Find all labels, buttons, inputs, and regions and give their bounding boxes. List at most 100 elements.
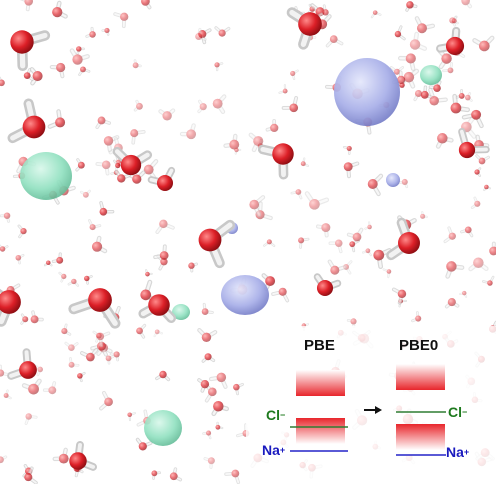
water-molecule: [0, 455, 8, 464]
water-molecule: [470, 196, 481, 209]
water-molecule: [215, 421, 224, 430]
water-molecule-near: [68, 288, 121, 329]
water-molecule: [92, 330, 102, 343]
water-molecule: [413, 89, 427, 102]
water-molecule: [389, 66, 404, 75]
water-molecule-near: [7, 98, 46, 144]
water-molecule: [29, 67, 43, 86]
water-molecule: [3, 389, 12, 400]
water-molecule-near: [112, 146, 153, 176]
water-molecule: [300, 157, 310, 168]
water-molecule: [346, 227, 364, 242]
water-molecule: [475, 154, 490, 165]
water-molecule: [428, 80, 442, 92]
water-molecule: [169, 467, 183, 482]
water-molecule: [44, 260, 53, 267]
water-molecule: [223, 133, 240, 150]
water-molecule: [249, 195, 266, 218]
water-molecule: [99, 201, 115, 216]
water-molecule: [263, 239, 276, 248]
water-molecule: [69, 48, 90, 65]
water-molecule: [271, 287, 290, 303]
water-molecule: [101, 27, 110, 36]
water-molecule: [298, 237, 310, 249]
water-molecule-near: [257, 143, 294, 180]
water-molecule: [85, 26, 96, 38]
band-diagram-inset: [246, 326, 496, 484]
water-molecule: [203, 457, 215, 469]
water-molecule: [76, 46, 85, 55]
water-molecule: [143, 159, 159, 182]
water-molecule: [325, 35, 344, 48]
ion-isosurfaces: [20, 58, 442, 446]
water-molecule: [201, 302, 214, 315]
water-molecule: [468, 257, 489, 272]
water-molecule: [34, 364, 43, 377]
water-molecule: [455, 89, 465, 99]
water-molecule: [382, 268, 392, 279]
water-molecule: [445, 261, 465, 279]
water-molecule: [318, 4, 329, 17]
water-molecule: [155, 370, 171, 382]
water-molecule: [58, 271, 67, 283]
right-arrow-icon: [364, 406, 382, 414]
water-molecule: [482, 275, 495, 286]
water-molecule: [472, 35, 495, 52]
water-molecule: [158, 108, 176, 121]
water-molecule: [153, 244, 169, 260]
water-molecule: [414, 16, 436, 34]
water-molecule: [327, 259, 347, 275]
water-molecule: [20, 313, 29, 325]
pbe-occupied-band: [296, 418, 345, 444]
water-molecule: [130, 129, 146, 145]
water-molecule: [90, 341, 108, 357]
water-molecule: [95, 160, 111, 176]
water-molecule: [281, 96, 299, 113]
water-molecule: [398, 178, 409, 189]
water-molecule: [0, 76, 5, 87]
water-molecule: [211, 401, 230, 417]
water-molecule: [346, 318, 357, 329]
water-molecule: [451, 15, 459, 25]
water-molecule: [328, 239, 343, 254]
water-molecule: [141, 0, 152, 10]
pbe0-occupied-band: [396, 424, 445, 450]
water-molecule: [17, 224, 27, 239]
water-molecule: [52, 0, 68, 19]
water-molecule: [290, 69, 299, 80]
water-molecule: [88, 219, 102, 231]
water-molecule: [109, 351, 120, 362]
water-molecule: [49, 62, 66, 79]
water-molecule: [78, 66, 91, 77]
pbe-chloride-symbol: Cl: [266, 407, 280, 423]
water-molecule: [197, 378, 210, 393]
pbe-sodium-charge: +: [279, 445, 286, 455]
water-molecule: [42, 381, 57, 395]
water-molecule: [47, 109, 66, 129]
pbe0-sodium-symbol: Na: [446, 444, 464, 460]
water-molecule: [403, 68, 420, 89]
water-molecule: [202, 430, 212, 440]
water-molecule: [84, 275, 93, 285]
water-molecule: [195, 27, 207, 41]
pbe0-chloride-charge: −: [462, 407, 468, 417]
water-molecule: [315, 223, 331, 238]
water-molecule: [212, 94, 227, 114]
water-molecule: [0, 244, 9, 252]
water-molecule: [349, 239, 360, 253]
water-molecule: [265, 118, 279, 133]
water-molecule: [145, 269, 153, 277]
water-molecule: [459, 290, 468, 298]
sodium-isosurface: [386, 173, 400, 187]
water-molecule: [80, 347, 99, 362]
chloride-isosurface: [172, 304, 190, 320]
pbe0-title: PBE0: [399, 337, 439, 354]
water-molecule: [61, 323, 72, 336]
pbe-unoccupied-band: [296, 370, 345, 396]
water-molecule: [489, 241, 496, 256]
water-molecule: [136, 323, 147, 339]
water-molecule: [342, 145, 352, 155]
water-molecule: [179, 123, 197, 140]
